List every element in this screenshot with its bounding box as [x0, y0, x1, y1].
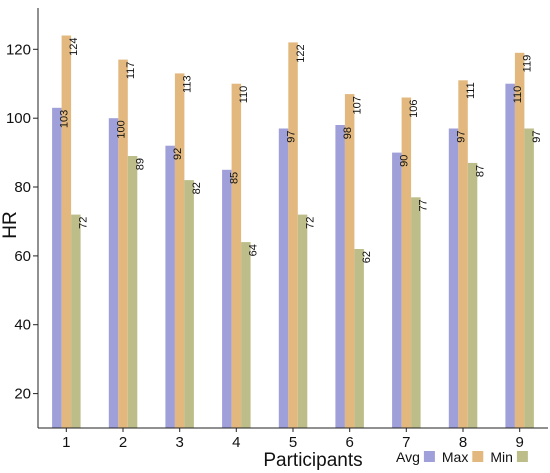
- data-label-avg-participant-8: 97: [455, 131, 467, 143]
- bars-group: [52, 35, 534, 429]
- data-label-min-participant-2: 89: [134, 158, 146, 170]
- data-label-min-participant-5: 72: [304, 217, 316, 229]
- bar-min-participant-5: [297, 214, 308, 428]
- bar-avg-participant-1: [52, 107, 62, 429]
- data-label-avg-participant-6: 98: [342, 127, 354, 139]
- bar-avg-participant-3: [165, 145, 175, 428]
- legend-label-avg: Avg: [396, 449, 420, 465]
- bar-max-participant-6: [344, 94, 355, 428]
- bar-max-participant-9: [514, 52, 525, 429]
- bar-avg-participant-7: [392, 152, 402, 428]
- x-tick-label: 4: [232, 434, 240, 451]
- data-labels-group: 103 124 72 100 117 89 92 113 82 85 110 64 97 122 72 98 1…: [59, 38, 543, 264]
- x-tick-label: 6: [346, 434, 354, 451]
- x-ticks-group: 1 2 3 4 5 6 7 8 9: [62, 428, 524, 451]
- bar-min-participant-6: [354, 249, 364, 428]
- bar-max-participant-8: [458, 80, 468, 429]
- bar-max-participant-1: [61, 35, 72, 428]
- data-label-min-participant-7: 77: [418, 199, 430, 211]
- bar-min-participant-9: [524, 128, 534, 428]
- bar-max-participant-3: [174, 73, 185, 429]
- data-label-avg-participant-3: 92: [172, 148, 184, 160]
- bar-max-participant-2: [118, 59, 128, 428]
- y-tick-label: 80: [14, 179, 31, 196]
- data-label-min-participant-3: 82: [191, 182, 203, 194]
- data-label-max-participant-9: 119: [521, 55, 533, 73]
- bar-max-participant-4: [231, 83, 242, 428]
- y-tick-label: 20: [14, 386, 31, 403]
- data-label-max-participant-4: 110: [238, 86, 250, 104]
- data-label-max-participant-3: 113: [181, 75, 193, 93]
- bar-min-participant-1: [71, 214, 81, 428]
- bar-min-participant-3: [184, 180, 194, 428]
- data-label-avg-participant-9: 110: [512, 86, 524, 104]
- bar-avg-participant-2: [108, 118, 119, 428]
- data-label-max-participant-8: 111: [465, 82, 477, 99]
- data-label-max-participant-7: 106: [408, 100, 420, 118]
- bar-avg-participant-4: [222, 169, 232, 429]
- y-tick-label: 60: [14, 248, 31, 265]
- x-tick-label: 7: [402, 434, 410, 451]
- x-axis-title: Participants: [263, 450, 362, 471]
- bar-avg-participant-9: [505, 83, 515, 428]
- data-label-avg-participant-2: 100: [115, 120, 127, 138]
- bar-min-participant-7: [411, 197, 421, 428]
- x-tick-label: 1: [62, 434, 70, 451]
- data-label-avg-participant-5: 97: [285, 131, 297, 143]
- data-label-avg-participant-1: 103: [59, 110, 71, 128]
- data-label-max-participant-5: 122: [295, 44, 307, 62]
- data-label-avg-participant-4: 85: [229, 172, 241, 184]
- data-label-min-participant-6: 62: [361, 251, 373, 263]
- bar-min-participant-8: [467, 162, 478, 428]
- data-label-min-participant-9: 97: [531, 131, 543, 143]
- x-tick-label: 3: [176, 434, 184, 451]
- y-axis-title: HR: [0, 211, 21, 238]
- bar-min-participant-2: [127, 156, 138, 428]
- legend-label-min: Min: [490, 449, 513, 465]
- legend-swatch-min: [516, 451, 528, 462]
- y-tick-label: 100: [6, 110, 31, 127]
- x-tick-label: 9: [516, 434, 524, 451]
- data-label-max-participant-1: 124: [68, 38, 80, 56]
- bar-avg-participant-6: [335, 125, 345, 428]
- data-label-avg-participant-7: 90: [399, 155, 411, 167]
- data-label-min-participant-8: 87: [474, 165, 486, 177]
- data-label-min-participant-1: 72: [78, 217, 90, 229]
- y-ticks-group: 20 40 60 80 100 120: [6, 41, 38, 403]
- x-tick-label: 2: [119, 434, 127, 451]
- legend-swatch-avg: [423, 451, 435, 462]
- legend-label-max: Max: [442, 449, 468, 465]
- bar-max-participant-7: [401, 97, 412, 428]
- bar-max-participant-5: [288, 42, 298, 429]
- data-label-max-participant-6: 107: [351, 96, 363, 114]
- legend: Avg Max Min: [396, 449, 528, 465]
- x-tick-label: 8: [459, 434, 467, 451]
- data-label-max-participant-2: 117: [125, 62, 137, 80]
- x-tick-label: 5: [289, 434, 297, 451]
- bar-avg-participant-5: [278, 128, 289, 428]
- data-label-min-participant-4: 64: [248, 244, 260, 256]
- y-tick-label: 40: [14, 317, 31, 334]
- bar-min-participant-4: [241, 242, 251, 428]
- legend-swatch-max: [472, 451, 484, 462]
- bar-avg-participant-8: [448, 128, 459, 428]
- y-tick-label: 120: [6, 41, 31, 58]
